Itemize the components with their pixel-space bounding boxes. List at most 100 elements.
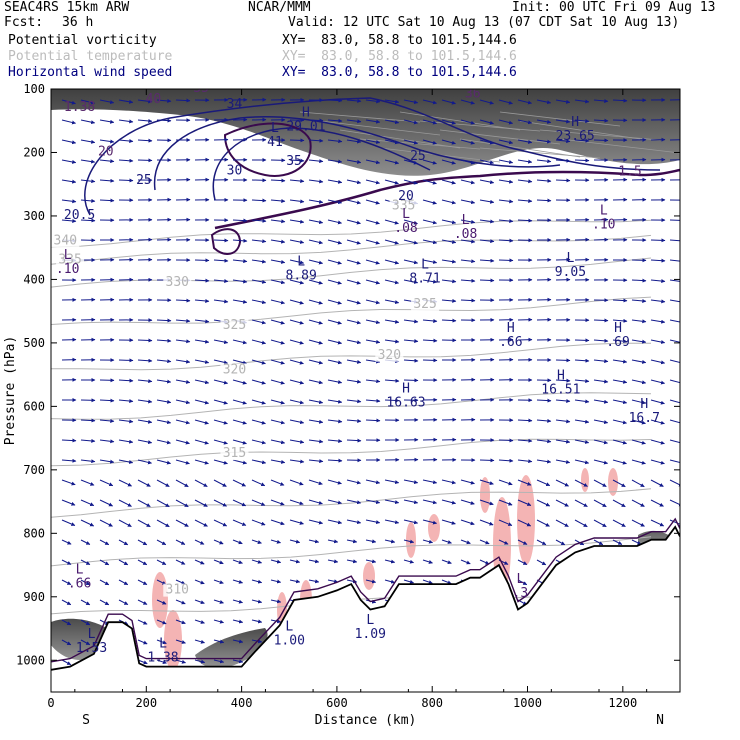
wind-vector (479, 159, 494, 165)
valid-time: Valid: 12 UTC Sat 10 Aug 13 (07 CDT Sat … (288, 15, 680, 30)
wind-vector (175, 619, 186, 625)
wind-vector (289, 359, 304, 365)
wind-vector (479, 519, 494, 526)
wind-vector (270, 479, 285, 486)
field-xy-wind: XY= 83.0, 58.8 to 101.5,144.6 (282, 65, 517, 80)
wind-vector (156, 639, 167, 645)
wind-vector (156, 439, 171, 445)
wind-vector (384, 299, 400, 305)
wind-vector (270, 559, 282, 564)
wind-vector (251, 599, 263, 604)
wind-vector (669, 439, 680, 445)
cloud-streak (499, 111, 621, 127)
wind-speed-label: 25 (410, 149, 426, 164)
wind-vector (327, 98, 343, 103)
wind-vector (403, 139, 418, 145)
wind-vector (232, 619, 244, 624)
terrain-line (51, 525, 680, 671)
low-marker: L (285, 619, 293, 634)
wind-vector (156, 659, 167, 664)
wind-vector (213, 359, 228, 365)
wind-vector (365, 339, 381, 344)
wind-vector (536, 139, 552, 144)
wind-vector (365, 379, 381, 384)
wind-vector (555, 459, 571, 464)
wind-vector (574, 99, 590, 104)
wind-vector (498, 499, 513, 506)
wind-vector (517, 479, 532, 486)
wind-vector (213, 459, 228, 465)
extremum-value: .66 (68, 576, 91, 591)
wind-vector (289, 479, 304, 486)
wind-vector (156, 539, 167, 546)
wind-vector (308, 399, 324, 405)
wind-vector (555, 178, 571, 183)
wind-vector (289, 439, 305, 444)
field-xy-pv: XY= 83.0, 58.8 to 101.5,144.6 (282, 33, 517, 48)
wind-vector (460, 539, 471, 545)
wind-vector (80, 119, 96, 125)
extremum-value: 8.89 (286, 268, 317, 283)
wind-vector (137, 599, 148, 605)
wind-vector (669, 399, 680, 405)
wind-vector (232, 339, 247, 345)
isentrope-label: 330 (166, 275, 189, 290)
wind-vector (327, 499, 342, 505)
wind-vector (460, 199, 476, 205)
wind-vector (61, 659, 72, 666)
wind-vector (289, 499, 304, 506)
wind-vector (365, 279, 380, 285)
cloud-streak (559, 138, 680, 154)
y-tick-label: 1000 (16, 653, 45, 667)
wind-vector (232, 299, 248, 304)
wind-vector (232, 279, 248, 284)
wind-vector (175, 339, 191, 344)
wind-vector (384, 239, 399, 245)
wind-vector (555, 378, 571, 383)
extremum-value: .66 (499, 335, 522, 350)
contour-label: 1.5 (618, 164, 641, 179)
wind-vector (517, 459, 533, 464)
wind-vector (232, 439, 247, 445)
wind-vector (479, 219, 495, 224)
wind-vector (574, 399, 590, 404)
wind-vector (80, 639, 91, 646)
x-tick-label: 1000 (513, 696, 542, 710)
wind-vector (612, 379, 628, 384)
wind-vector (308, 439, 324, 444)
wind-vector (156, 318, 172, 323)
wind-vector (251, 359, 266, 365)
wind-vector (346, 559, 358, 564)
wind-vector (137, 479, 151, 487)
wind-vector (631, 359, 647, 364)
wind-vector (403, 339, 419, 344)
wind-speed-contour (212, 127, 431, 201)
wind-vector (460, 298, 476, 303)
low-marker: L (402, 207, 410, 222)
wind-vector (232, 379, 247, 385)
cloud-streak (339, 129, 461, 149)
wind-speed-label: 20 (398, 189, 414, 204)
wind-vector (517, 499, 532, 506)
extremum-value: 1.38 (147, 651, 178, 666)
wind-vector (213, 499, 227, 507)
wind-vector (61, 539, 72, 545)
wind-vector (479, 258, 495, 263)
wind-vector (631, 419, 646, 425)
isentrope (51, 296, 652, 340)
wind-vector (365, 159, 381, 165)
wind-vector (270, 599, 282, 604)
wind-vector (194, 619, 205, 624)
wind-vector (555, 479, 569, 487)
forecast-hours: 36 h (62, 15, 94, 30)
y-tick-label: 200 (23, 145, 45, 159)
wind-vector (346, 199, 361, 205)
wind-vector (346, 179, 362, 185)
wind-vector (99, 439, 115, 444)
wind-vector (517, 218, 533, 223)
wind-vector (251, 419, 266, 425)
wind-vector (631, 319, 647, 324)
wind-vector (270, 459, 286, 464)
wind-vector (175, 359, 191, 364)
wind-vector (555, 439, 571, 444)
